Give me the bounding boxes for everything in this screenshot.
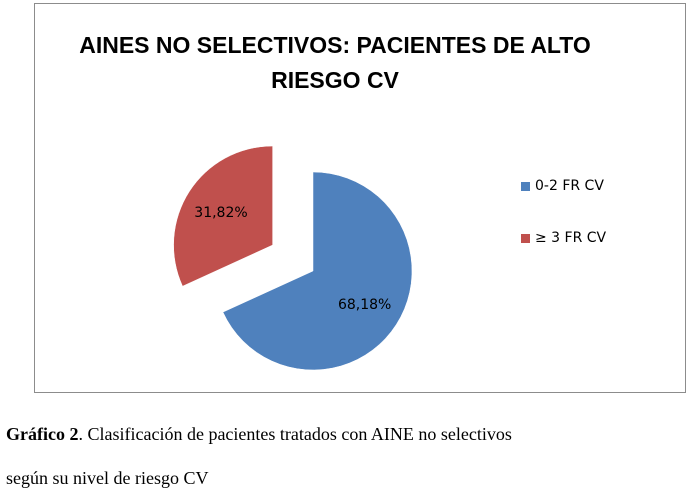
legend-swatch-red <box>521 233 530 243</box>
chart-title-line-1: AINES NO SELECTIVOS: PACIENTES DE ALTO <box>79 32 591 58</box>
legend-item-3-fr-cv: ≥ 3 FR CV <box>521 228 606 248</box>
pie-label-0-2-fr-cv: 68,18% <box>338 297 391 313</box>
pie-slice-0-2-fr-cv <box>222 171 413 371</box>
legend: 0-2 FR CV ≥ 3 FR CV <box>521 176 606 280</box>
figure-caption: Gráfico 2. Clasificación de pacientes tr… <box>6 424 686 488</box>
chart-title-line-2: RIESGO CV <box>271 67 399 93</box>
caption-line-2: según su nivel de riesgo CV <box>6 468 209 488</box>
caption-text: . Clasificación de pacientes tratados co… <box>78 424 512 444</box>
pie-label-3-fr-cv: 31,82% <box>194 205 247 221</box>
pie-chart: 68,18% 31,82% <box>173 145 413 371</box>
legend-item-0-2-fr-cv: 0-2 FR CV <box>521 176 606 196</box>
caption-label: Gráfico 2 <box>6 424 79 444</box>
pie-slice-3-fr-cv <box>173 145 273 287</box>
legend-label-0-2-fr-cv: 0-2 FR CV <box>535 178 604 194</box>
chart-title: AINES NO SELECTIVOS: PACIENTES DE ALTO R… <box>35 28 635 98</box>
chart-frame: AINES NO SELECTIVOS: PACIENTES DE ALTO R… <box>34 3 686 393</box>
legend-swatch-blue <box>521 181 530 191</box>
caption-line-1: Gráfico 2. Clasificación de pacientes tr… <box>6 424 686 444</box>
legend-label-3-fr-cv: ≥ 3 FR CV <box>535 230 607 246</box>
